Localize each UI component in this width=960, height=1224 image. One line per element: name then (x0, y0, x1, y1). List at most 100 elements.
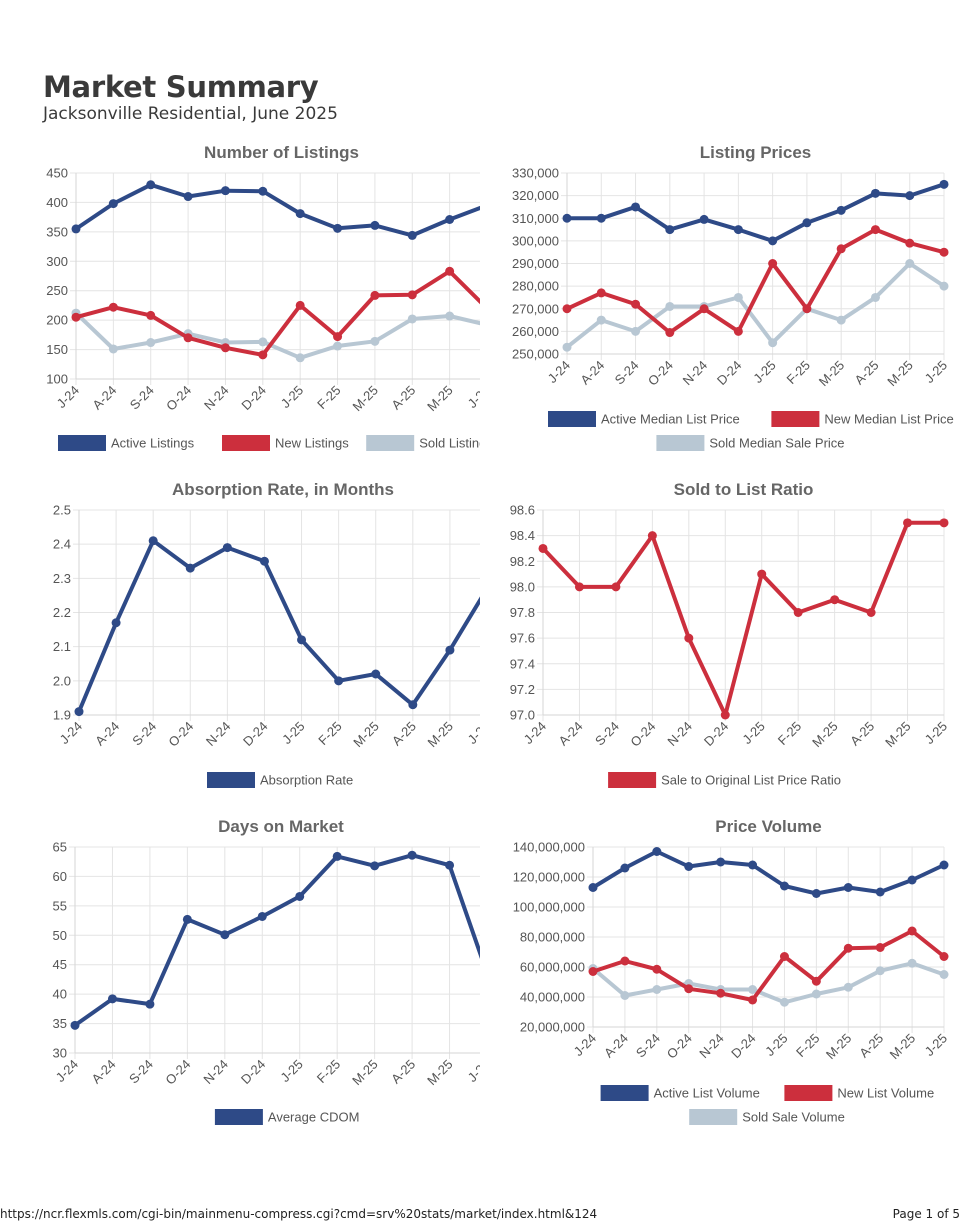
data-point (875, 943, 885, 952)
y-tick-label: 45 (53, 957, 67, 972)
data-point (716, 857, 726, 867)
data-point (843, 943, 853, 953)
data-point (333, 332, 343, 342)
chart-title: Listing Prices (700, 143, 811, 162)
data-point (748, 995, 758, 1005)
x-tick-label: J-25 (465, 1057, 480, 1085)
data-point (684, 633, 694, 643)
series-line (565, 261, 946, 350)
y-tick-label: 100 (46, 372, 68, 387)
data-point (905, 238, 915, 248)
data-point (596, 288, 606, 298)
footer-url[interactable]: https://ncr.flexmls.com/cgi-bin/mainmenu… (0, 1207, 598, 1221)
series-line (74, 311, 480, 360)
data-point (74, 707, 84, 717)
data-point (148, 536, 158, 546)
data-point (811, 976, 821, 986)
data-point (647, 531, 657, 541)
data-point (866, 608, 876, 617)
x-tick-label: J-25 (279, 719, 307, 747)
chart-svg: Listing Prices 250,000 260,000 270,000 280,0… (512, 143, 954, 451)
data-point (407, 290, 417, 300)
data-point (665, 328, 675, 338)
x-tick-label: N-24 (664, 719, 695, 750)
data-point (596, 315, 606, 325)
legend-label: Sold Listings (419, 436, 480, 451)
data-point (779, 952, 789, 961)
x-tick-label: J-25 (278, 383, 306, 411)
y-tick-label: 98.0 (510, 579, 535, 594)
series-line (74, 182, 480, 238)
y-tick-label: 120,000,000 (513, 870, 585, 885)
data-point (836, 244, 846, 254)
data-point (333, 223, 343, 233)
y-tick-label: 400 (46, 195, 68, 210)
data-point (445, 214, 455, 224)
data-point (108, 344, 118, 354)
y-tick-label: 98.6 (510, 503, 535, 518)
x-tick-label: A-24 (556, 719, 586, 749)
x-tick-label: M-25 (816, 358, 848, 390)
y-tick-label: 80,000,000 (520, 930, 585, 945)
y-tick-label: 300 (46, 254, 68, 269)
data-point (870, 292, 880, 302)
data-point (768, 338, 778, 348)
data-point (538, 543, 548, 553)
data-point (631, 202, 641, 212)
chart-listing-prices: Listing Prices 250,000 260,000 270,000 280,0… (480, 140, 960, 470)
x-tick-label: J-24 (54, 383, 82, 411)
x-tick-label: S-24 (126, 1057, 156, 1087)
data-point (611, 582, 621, 592)
x-tick-label: S-24 (612, 358, 642, 388)
x-tick-label: A-24 (89, 383, 119, 413)
chart-absorption-rate: Absorption Rate, in Months 1.9 2.0 2.1 2.2 2.… (0, 477, 480, 807)
x-tick-label: A-24 (601, 1031, 631, 1061)
x-tick-label: O-24 (645, 358, 676, 389)
legend-label: Active Listings (111, 436, 195, 451)
series-line (591, 929, 946, 1002)
x-tick-label: N-24 (203, 719, 234, 750)
series-line (73, 853, 480, 1028)
data-point (220, 343, 230, 353)
y-tick-label: 2.5 (53, 503, 71, 518)
x-tick-label: M-25 (349, 383, 381, 415)
y-tick-label: 97.4 (510, 656, 535, 671)
x-tick-label: A-25 (389, 719, 419, 749)
data-point (779, 881, 789, 891)
data-point (445, 311, 455, 321)
data-point (870, 188, 880, 198)
data-point (779, 997, 789, 1007)
y-tick-label: 140,000,000 (513, 840, 585, 855)
chart-title: Price Volume (715, 817, 821, 836)
x-tick-label: F-25 (775, 719, 805, 749)
legend-label: Sold Sale Volume (742, 1110, 845, 1125)
y-tick-label: 280,000 (512, 279, 559, 294)
chart-sold-to-list-ratio: Sold to List Ratio 97.0 97.2 97.4 97.6 97.8 98… (480, 477, 960, 807)
data-point (408, 700, 418, 710)
legend-label: New Listings (275, 436, 349, 451)
data-point (107, 994, 117, 1004)
legend-swatch (608, 772, 657, 788)
y-tick-label: 97.2 (510, 682, 535, 697)
y-tick-label: 97.8 (510, 605, 535, 620)
data-point (295, 209, 305, 219)
series-line (77, 538, 480, 714)
page-header: Market Summary Jacksonville Residential,… (43, 70, 338, 124)
data-point (220, 930, 230, 940)
x-tick-label: O-24 (163, 383, 194, 414)
data-point (259, 556, 269, 566)
data-point (836, 205, 846, 215)
data-point (843, 883, 853, 892)
chart-svg: Price Volume 20,000,000 40,000,000 60,000,0… (513, 817, 950, 1125)
data-point (716, 988, 726, 998)
y-tick-label: 2.3 (53, 571, 71, 586)
data-point (875, 966, 885, 976)
legend-label: New List Volume (837, 1086, 934, 1101)
data-point (295, 353, 305, 363)
data-point (407, 314, 417, 324)
x-tick-label: D-24 (714, 358, 745, 389)
chart-title: Number of Listings (204, 143, 359, 162)
chart-days-on-market: Days on Market 30 35 40 45 50 55 60 65 J-24 A-24 S-… (0, 814, 480, 1144)
chart-number-of-listings: Number of Listings 100 150 200 250 300 350 400 4… (0, 140, 480, 470)
data-point (183, 333, 193, 343)
